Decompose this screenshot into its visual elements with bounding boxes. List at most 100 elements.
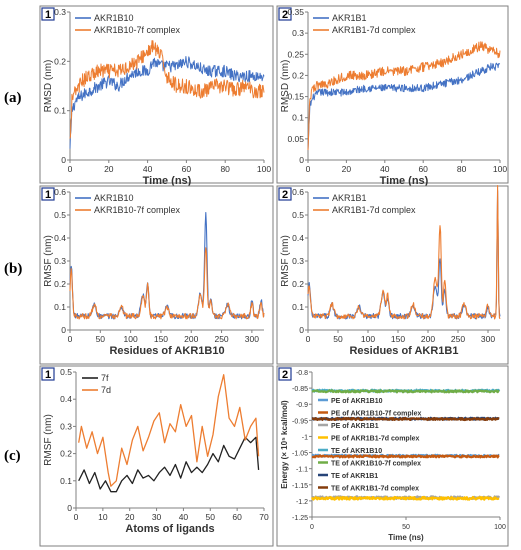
panel-frame	[39, 5, 274, 184]
y-tick-label: 0.5	[54, 210, 66, 220]
panel-frame	[276, 5, 509, 184]
x-tick-label: 60	[232, 512, 242, 522]
series-line-2	[307, 184, 501, 320]
legend-entry: 7d	[101, 385, 111, 395]
y-tick-label: 0.3	[60, 421, 72, 431]
y-tick-label: -0.95	[292, 418, 308, 425]
x-tick-label: 250	[451, 334, 465, 344]
series-line-1	[307, 62, 501, 151]
panel-number-box	[41, 367, 55, 381]
y-tick-label: -1.25	[292, 515, 308, 522]
series-line-1	[69, 211, 265, 320]
panel-frame	[276, 365, 509, 547]
y-tick-label: 0.35	[287, 7, 304, 17]
y-axis-label: RMSD (nm)	[43, 60, 54, 113]
series-line-2	[69, 247, 265, 320]
x-tick-label: 60	[418, 164, 428, 174]
x-tick-label: 100	[257, 164, 271, 174]
panel-frame	[39, 365, 274, 547]
y-tick-label: 0.4	[292, 233, 304, 243]
x-axis-label: Time (ns)	[380, 175, 429, 187]
chart-c2: 2 0 50 100 -1.25 -1.2 -1.15 -1.1 -1.05 -1 -0.95 -0.…	[276, 365, 509, 547]
panel-number-box	[41, 7, 55, 21]
x-tick-label: 40	[179, 512, 189, 522]
y-tick-label: 0.1	[292, 113, 304, 123]
panel-number: 1	[45, 189, 51, 201]
legend-entry: AKR1B1	[332, 193, 367, 203]
x-tick-label: 10	[98, 512, 108, 522]
x-tick-label: 0	[306, 164, 311, 174]
y-axis-label: RMSF (nm)	[43, 414, 54, 466]
x-tick-label: 20	[125, 512, 135, 522]
y-tick-label: 0.3	[54, 256, 66, 266]
panel-number: 2	[282, 369, 288, 381]
series-line-2	[78, 374, 260, 487]
x-tick-label: 40	[143, 164, 153, 174]
legend-entry: TE of AKR1B1	[331, 473, 378, 480]
chart-a2: 20 20 40 60 80 10000.050.10.150.20.250.30.35T…	[276, 5, 509, 187]
x-tick-label: 200	[421, 334, 435, 344]
legend: AKR1B1 AKR1B1-7d complex	[313, 13, 416, 35]
x-tick-label: 300	[481, 334, 495, 344]
y-tick-label: 0.6	[292, 187, 304, 197]
x-tick-label: 100	[361, 334, 375, 344]
legend-entry: AKR1B1-7d complex	[332, 205, 416, 215]
y-tick-label: 0.3	[292, 256, 304, 266]
x-tick-label: 50	[402, 524, 410, 531]
y-tick-label: 0.3	[292, 28, 304, 38]
y-tick-label: 0.5	[292, 210, 304, 220]
series-line-2	[69, 40, 265, 139]
x-tick-label: 50	[96, 334, 106, 344]
x-axis-label: Time (ns)	[143, 175, 192, 187]
y-tick-label: 0.1	[54, 106, 66, 116]
panel-number-box	[278, 367, 292, 381]
panel-number: 2	[282, 189, 288, 201]
y-tick-label: 0	[61, 325, 66, 335]
legend: PE of AKR1B10 PE of AKR1B10-7f complex PE …	[318, 398, 421, 493]
legend-entry: AKR1B1	[332, 13, 367, 23]
panel-number: 1	[45, 369, 51, 381]
x-tick-label: 100	[124, 334, 138, 344]
x-tick-label: 300	[245, 334, 259, 344]
x-tick-label: 60	[182, 164, 192, 174]
legend-entry: AKR1B10	[94, 193, 134, 203]
y-tick-label: -0.85	[292, 386, 308, 393]
y-tick-label: 0.2	[54, 56, 66, 66]
x-tick-label: 50	[333, 334, 343, 344]
y-tick-label: -1.05	[292, 451, 308, 458]
x-tick-label: 80	[220, 164, 230, 174]
x-axis-label: Residues of AKR1B10	[109, 345, 224, 357]
legend: AKR1B10 AKR1B10-7f complex	[75, 193, 181, 215]
y-tick-label: 0.4	[60, 394, 72, 404]
x-axis-label: Atoms of ligands	[125, 523, 214, 535]
y-tick-label: -1.15	[292, 483, 308, 490]
series-line-2	[307, 41, 501, 151]
legend-entry: PE of AKR1B10	[331, 398, 383, 405]
legend-entry: 7f	[101, 373, 109, 383]
x-tick-label: 70	[259, 512, 269, 522]
legend: AKR1B10 AKR1B10-7f complex	[75, 13, 181, 35]
chart-b2: 2 0 50 100 150 200 250 300 0 0.1 0.2 0.3 0.4 0.5 0.6 Re…	[276, 184, 509, 365]
y-tick-label: 0.6	[54, 187, 66, 197]
series-line-2	[311, 454, 500, 459]
y-tick-label: 0.1	[60, 476, 72, 486]
series-line-1	[78, 436, 260, 493]
y-tick-label: -0.9	[296, 402, 308, 409]
legend-entry: TE of AKR1B10-7f complex	[331, 461, 421, 468]
y-tick-label: -1.2	[296, 499, 308, 506]
legend-entry: AKR1B1-7d complex	[332, 25, 416, 35]
y-tick-label: 0	[67, 503, 72, 513]
y-axis-label: Energy (× 10⁵ kcal/mol)	[280, 400, 289, 489]
series-line-1	[69, 56, 265, 149]
series-line-4	[311, 495, 500, 501]
chart-b1: 1 0 50 100 150 200 250 300 0 0.1 0.2 0.3 0.4 0.5 0.6 Re…	[39, 185, 274, 365]
legend-entry: AKR1B10-7f complex	[94, 205, 181, 215]
x-tick-label: 20	[104, 164, 114, 174]
row-label-c: (c)	[4, 448, 21, 464]
x-tick-label: 30	[152, 512, 162, 522]
chart-a1: 1 0 20 40 60 80 100 0 0.1 0.2 0.3 Time (ns) RMSD (nm…	[39, 5, 274, 187]
x-tick-label: 40	[380, 164, 390, 174]
